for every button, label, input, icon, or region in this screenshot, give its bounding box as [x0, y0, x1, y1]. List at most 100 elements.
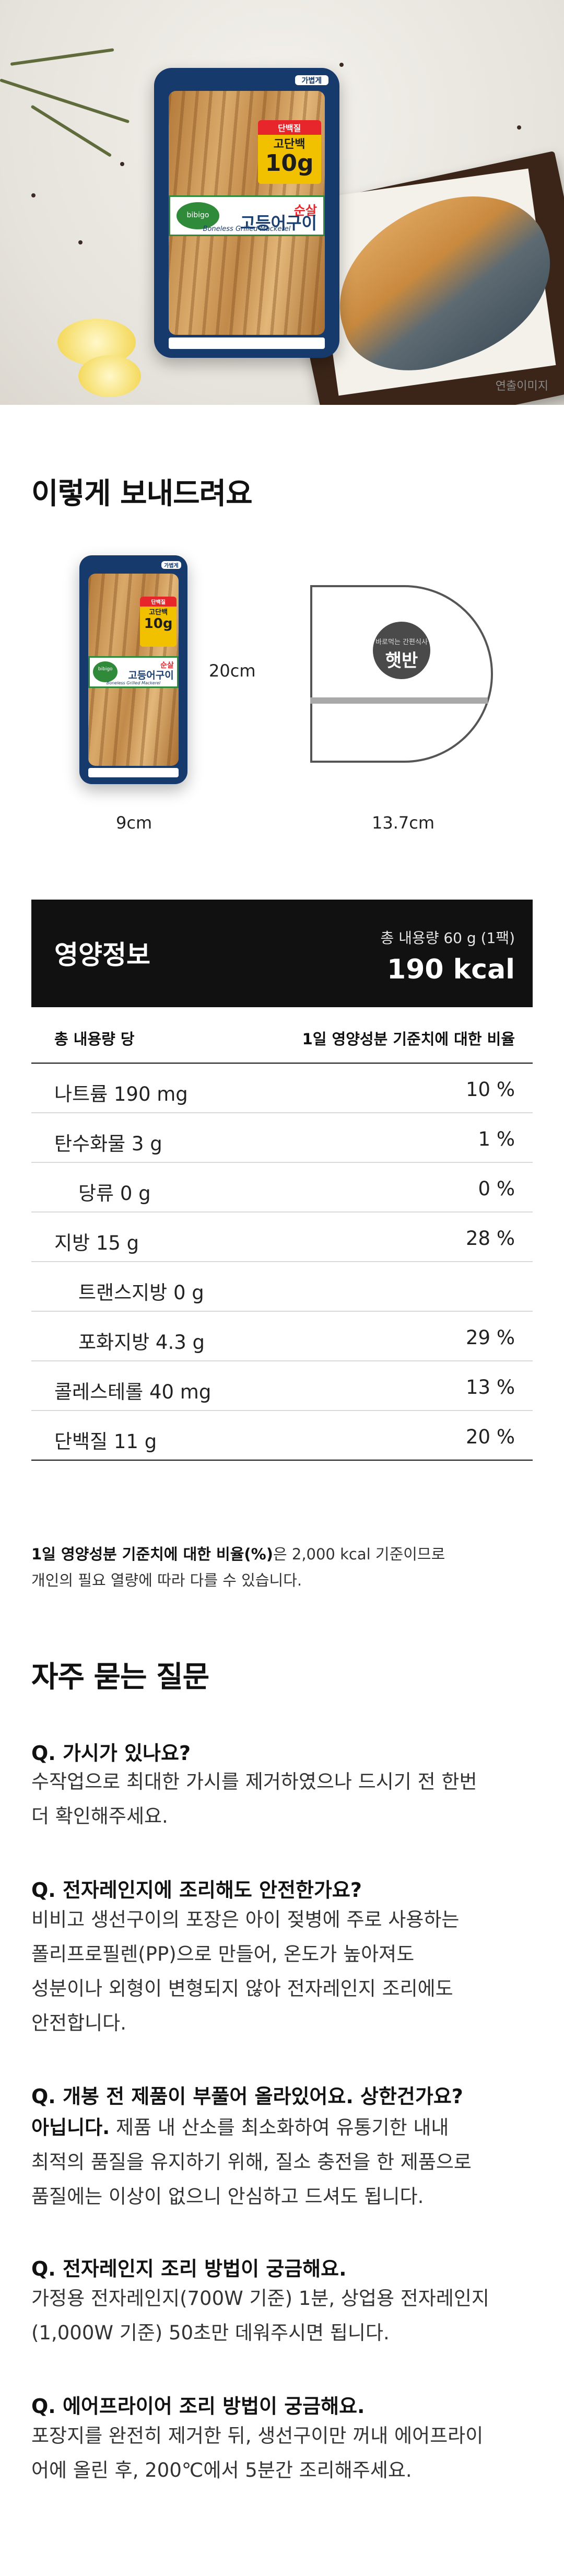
faq-answer: 아닙니다. 제품 내 산소를 최소화하여 유통기한 내내 최적의 품질을 유지하…: [31, 2111, 533, 2214]
pepper-decoration: [120, 162, 124, 166]
nutrition-note-line2: 개인의 필요 열량에 따라 다를 수 있습니다.: [31, 1571, 302, 1589]
nutrient-value: 1 %: [478, 1128, 515, 1150]
bibigo-logo: bibigo: [177, 202, 219, 229]
label-tag: 순살: [160, 661, 174, 670]
faq-answer-line: 안전합니다.: [31, 2012, 126, 2034]
protein-badge-value: 10g: [144, 615, 173, 632]
faq-answer: 가정용 전자레인지(700W 기준) 1분, 상업용 전자레인지 (1,000W…: [31, 2281, 533, 2350]
hetban-sticker: 바로먹는 간편식사 햇반: [373, 622, 430, 679]
faq-question: Q. 개봉 전 제품이 부풀어 올라있어요. 상한건가요?: [31, 2085, 463, 2108]
faq-question: Q. 에어프라이어 조리 방법이 궁금해요.: [31, 2395, 365, 2418]
pepper-decoration: [31, 193, 36, 197]
label-tag: 순살: [293, 203, 317, 218]
shipping-package-front: 가볍게 단백질 고단백 10g bibigo 순살 고등어구이 Boneless…: [79, 555, 187, 784]
package-label: bibigo 순살 고등어구이 Boneless Grilled Mackere…: [88, 656, 179, 689]
nutrition-row: 포화지방 4.3 g 29 %: [31, 1312, 533, 1361]
nutrient-value: 20 %: [466, 1426, 515, 1448]
pepper-decoration: [339, 63, 344, 67]
nutrition-row: 당류 0 g 0 %: [31, 1163, 533, 1213]
faq-answer-line: 더 확인해주세요.: [31, 1805, 168, 1827]
nutrient-value: 10 %: [466, 1078, 515, 1101]
faq-answer-line: 성분이나 외형이 변형되지 않아 전자레인지 조리에도: [31, 1977, 453, 2000]
nutrient-value: 13 %: [466, 1376, 515, 1398]
nutrient-name: 콜레스테롤 40 mg: [54, 1381, 212, 1403]
nutrition-note-line1: 은 2,000 kcal 기준이므로: [273, 1545, 445, 1563]
nutrition-col-left: 총 내용량 당: [54, 1030, 135, 1048]
nutrition-row: 탄수화물 3 g 1 %: [31, 1113, 533, 1163]
nutrition-row: 지방 15 g 28 %: [31, 1213, 533, 1262]
faq-answer-line: 최적의 품질을 유지하기 위해, 질소 충전을 한 제품으로: [31, 2151, 472, 2173]
nutrition-title: 영양정보: [54, 940, 150, 970]
product-package: 가볍게 단백질 고단백 10g bibigo 순살 고등어구이 Boneless…: [154, 68, 339, 358]
label-product-name-en: Boneless Grilled Mackerel: [106, 680, 161, 685]
label-product-name-en: Boneless Grilled Mackerel: [203, 225, 291, 234]
shipping-title: 이렇게 보내드려요: [31, 477, 253, 511]
height-dimension: 20cm: [209, 661, 256, 681]
nutrition-row: 트랜스지방 0 g: [31, 1262, 533, 1312]
nutrient-name: 나트륨 190 mg: [54, 1083, 188, 1105]
faq-answer-line: 어에 올린 후, 200℃에서 5분간 조리해주세요.: [31, 2459, 412, 2481]
nutrient-name: 트랜스지방 0 g: [78, 1281, 204, 1304]
nutrition-col-right: 1일 영양성분 기준치에 대한 비율: [302, 1030, 515, 1048]
nutrition-row: 단백질 11 g 20 %: [31, 1411, 533, 1461]
package-bottom-strip: [88, 768, 179, 777]
faq-answer-bold: 아닙니다.: [31, 2116, 110, 2139]
tray-seal-line: [310, 697, 488, 704]
faq-answer-line: 제품 내 산소를 최소화하여 유통기한 내내: [110, 2116, 449, 2139]
nutrition-note: 1일 영양성분 기준치에 대한 비율(%)은 2,000 kcal 기준이므로 …: [31, 1541, 533, 1593]
protein-badge-sub: 단백질: [139, 596, 177, 607]
package-corner-tag: 가볍게: [295, 75, 328, 86]
faq-answer: 수작업으로 최대한 가시를 제거하였으나 드시기 전 한번 더 확인해주세요.: [31, 1765, 533, 1834]
protein-badge-top: 고단백: [273, 137, 306, 151]
faq-answer-line: 가정용 전자레인지(700W 기준) 1분, 상업용 전자레인지: [31, 2287, 489, 2310]
faq-question: Q. 전자레인지 조리 방법이 궁금해요.: [31, 2257, 347, 2280]
faq-answer: 포장지를 완전히 제거한 뒤, 생선구이만 꺼내 에어프라이 어에 올린 후, …: [31, 2419, 533, 2488]
nutrient-value: 29 %: [466, 1326, 515, 1349]
faq-title: 자주 묻는 질문: [31, 1660, 209, 1694]
protein-badge-sub: 단백질: [257, 120, 321, 135]
pepper-decoration: [78, 240, 83, 244]
tray-outline: [310, 585, 493, 763]
pepper-decoration: [517, 125, 521, 130]
protein-badge: 단백질 고단백 10g: [257, 120, 321, 184]
bibigo-logo: bibigo: [93, 661, 118, 683]
nutrient-name: 탄수화물 3 g: [54, 1133, 162, 1155]
nutrition-header: 영양정보 총 내용량 60 g (1팩) 190 kcal: [31, 900, 533, 1007]
package-bottom-strip: [169, 337, 325, 349]
label-product-name: 고등어구이: [240, 213, 317, 233]
faq-answer-line: 비비고 생선구이의 포장은 아이 젖병에 주로 사용하는: [31, 1908, 460, 1931]
hero-image: 가볍게 단백질 고단백 10g bibigo 순살 고등어구이 Boneless…: [0, 0, 564, 405]
faq-answer-line: 포장지를 완전히 제거한 뒤, 생선구이만 꺼내 에어프라이: [31, 2425, 484, 2447]
nutrition-kcal: 190 kcal: [387, 954, 515, 985]
lemon-decoration: [78, 355, 141, 397]
nutrition-column-header: 총 내용량 당 1일 영양성분 기준치에 대한 비율: [31, 1007, 533, 1064]
faq-answer-line: (1,000W 기준) 50초만 데워주시면 됩니다.: [31, 2322, 390, 2344]
nutrient-value: 0 %: [478, 1178, 515, 1200]
nutrient-name: 지방 15 g: [54, 1232, 139, 1254]
protein-badge-value: 10g: [265, 149, 314, 177]
rosemary-decoration: [0, 78, 130, 124]
protein-badge: 단백질 고단백 10g: [139, 596, 177, 647]
nutrient-name: 단백질 11 g: [54, 1430, 157, 1453]
rosemary-decoration: [10, 48, 114, 66]
protein-badge-top: 고단백: [149, 608, 168, 616]
nutrition-row: 나트륨 190 mg 10 %: [31, 1064, 533, 1113]
faq-answer-line: 폴리프로필렌(PP)으로 만들어, 온도가 높아져도: [31, 1943, 415, 1965]
faq-question: Q. 전자레인지에 조리해도 안전한가요?: [31, 1879, 362, 1902]
faq-question: Q. 가시가 있나요?: [31, 1742, 191, 1765]
nutrient-name: 당류 0 g: [78, 1182, 151, 1205]
nutrition-serving: 총 내용량 60 g (1팩): [380, 929, 515, 947]
nutrient-value: 28 %: [466, 1227, 515, 1250]
shipping-package-side: 바로먹는 간편식사 햇반: [310, 585, 493, 763]
depth-dimension: 13.7cm: [372, 813, 435, 833]
width-dimension: 9cm: [116, 813, 152, 833]
nutrition-row: 콜레스테롤 40 mg 13 %: [31, 1361, 533, 1411]
nutrition-note-bold: 1일 영양성분 기준치에 대한 비율(%): [31, 1545, 273, 1563]
hero-caption: 연출이미지: [495, 380, 548, 393]
faq-answer-line: 수작업으로 최대한 가시를 제거하였으나 드시기 전 한번: [31, 1770, 477, 1793]
package-corner-tag: 가볍게: [161, 561, 181, 569]
label-product-name: 고등어구이: [128, 669, 174, 681]
sticker-big-text: 햇반: [385, 650, 418, 671]
package-label: bibigo 순살 고등어구이 Boneless Grilled Mackere…: [169, 195, 325, 236]
sticker-small-text: 바로먹는 간편식사: [375, 638, 428, 646]
